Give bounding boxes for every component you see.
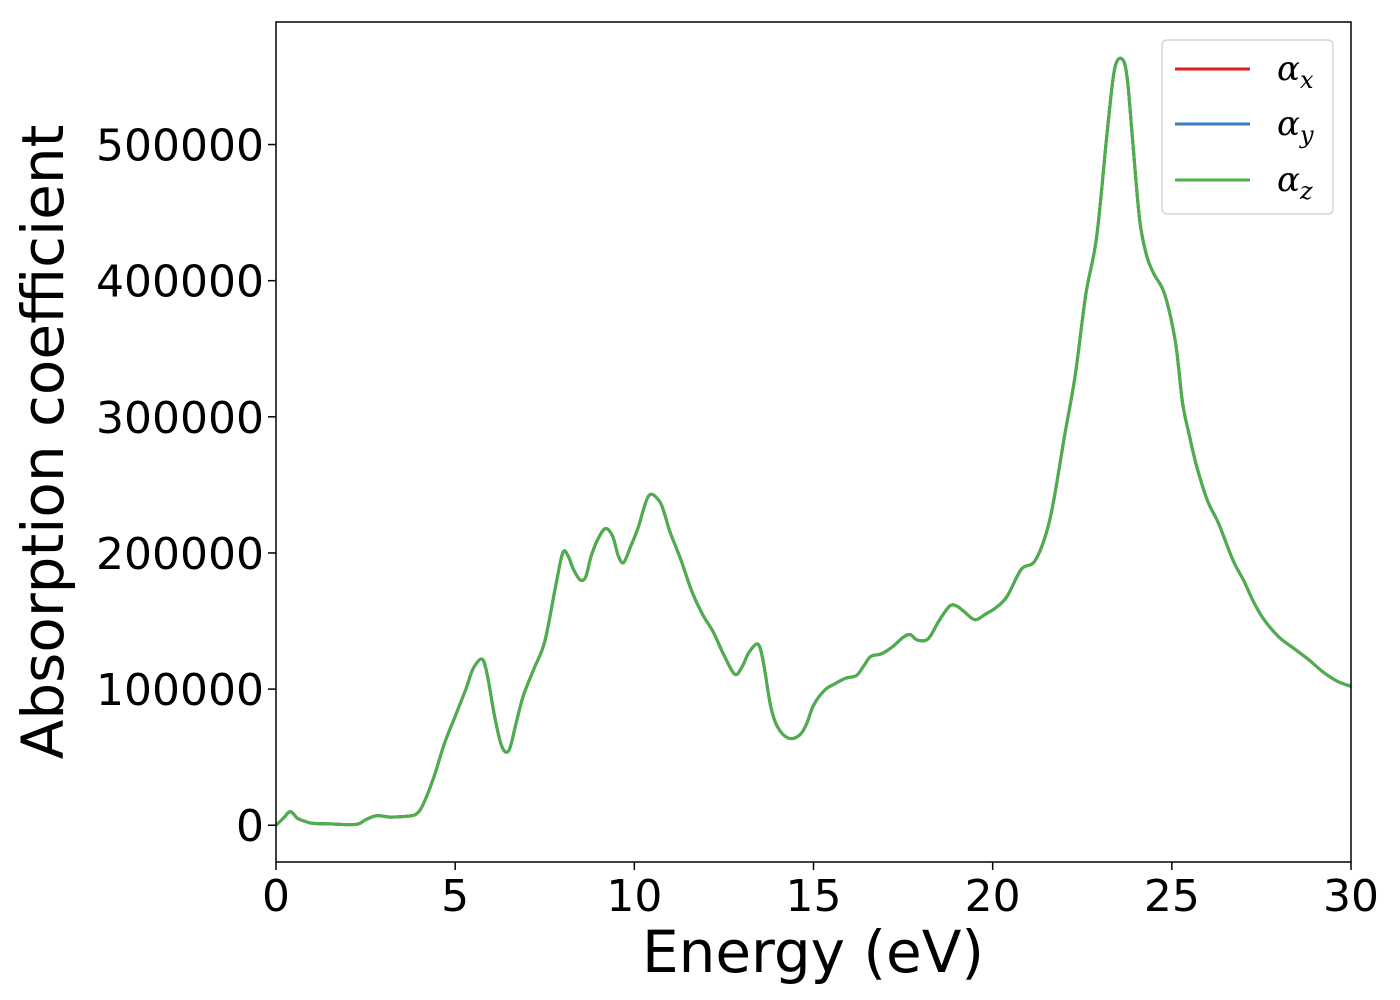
x-tick-label: 25 [1144, 871, 1200, 922]
x-tick-label: 30 [1323, 871, 1379, 922]
x-tick-label: 15 [786, 871, 842, 922]
y-tick-label: 400000 [96, 257, 264, 308]
legend: αx αy αz [1161, 39, 1334, 215]
legend-label-z: αz [1277, 160, 1313, 205]
x-tick-label: 5 [441, 871, 469, 922]
y-tick-label: 500000 [96, 121, 264, 172]
y-tick-label: 0 [236, 801, 264, 852]
legend-label-x: αx [1277, 49, 1314, 94]
x-tick-label: 10 [606, 871, 662, 922]
x-axis: 0 5 10 15 20 25 30 [262, 862, 1379, 922]
y-axis-label: Absorption coefficient [9, 125, 77, 760]
x-axis-label: Energy (eV) [642, 918, 984, 986]
y-tick-label: 100000 [96, 665, 264, 716]
legend-label-y: αy [1277, 104, 1314, 149]
y-axis: 0 100000 200000 300000 400000 500000 [96, 121, 276, 852]
series-lines [274, 56, 1352, 827]
y-tick-label: 300000 [96, 393, 264, 444]
y-tick-label: 200000 [96, 529, 264, 580]
x-tick-label: 0 [262, 871, 290, 922]
legend-box [1161, 39, 1334, 215]
series-line-z [274, 56, 1352, 827]
x-tick-label: 20 [965, 871, 1021, 922]
